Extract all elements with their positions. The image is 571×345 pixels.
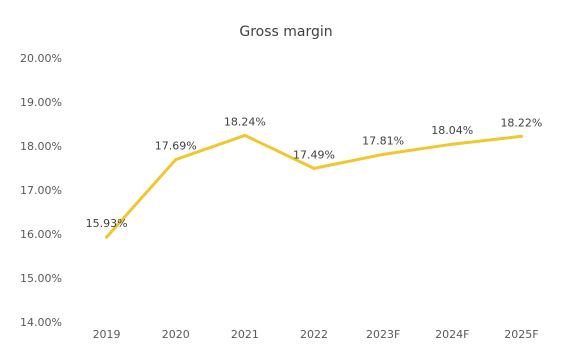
y-tick-label: 16.00% (20, 228, 62, 241)
data-point (174, 158, 178, 162)
y-tick-label: 17.00% (20, 184, 62, 197)
series-layer (105, 133, 523, 239)
x-axis: 2019 2020 2021 2022 2023F 2024F 2025F (93, 328, 539, 341)
x-tick-label: 2024F (435, 328, 469, 341)
data-label: 18.24% (224, 115, 266, 128)
x-tick-label: 2023F (366, 328, 400, 341)
data-label: 17.69% (155, 140, 197, 153)
data-label: 17.81% (362, 134, 404, 147)
data-point (312, 166, 316, 170)
data-label: 18.04% (431, 124, 473, 137)
x-tick-label: 2022 (300, 328, 328, 341)
data-point (105, 235, 109, 239)
y-axis: 20.00% 19.00% 18.00% 17.00% 16.00% 15.00% 14.0… (20, 52, 62, 329)
x-tick-label: 2019 (93, 328, 121, 341)
y-tick-label: 18.00% (20, 140, 62, 153)
data-label: 18.22% (500, 116, 542, 129)
data-labels: 15.93% 17.69% 18.24% 17.49% 17.81% 18.04% 18.2… (86, 115, 543, 230)
chart-title: Gross margin (239, 24, 332, 40)
x-tick-label: 2025F (504, 328, 538, 341)
data-point (519, 134, 523, 138)
y-tick-label: 19.00% (20, 96, 62, 109)
y-tick-label: 15.00% (20, 272, 62, 285)
data-label: 17.49% (293, 148, 335, 161)
data-label: 15.93% (86, 217, 128, 230)
data-point (243, 133, 247, 137)
x-tick-label: 2021 (231, 328, 259, 341)
y-tick-label: 20.00% (20, 52, 62, 65)
data-point (381, 152, 385, 156)
x-tick-label: 2020 (162, 328, 190, 341)
y-tick-label: 14.00% (20, 316, 62, 329)
data-point (450, 142, 454, 146)
